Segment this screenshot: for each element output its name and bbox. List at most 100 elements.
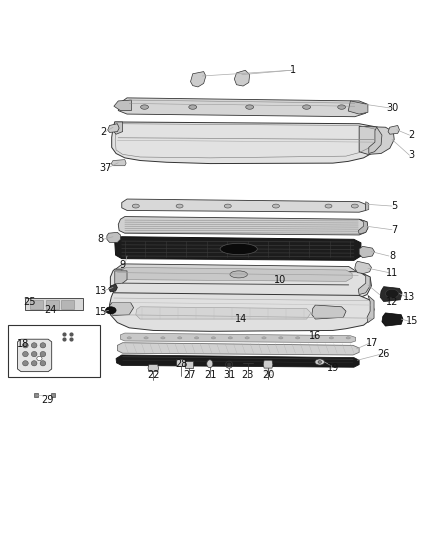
Text: 28: 28: [176, 359, 188, 369]
Text: 2: 2: [100, 127, 106, 137]
Text: 15: 15: [95, 307, 107, 317]
Ellipse shape: [338, 105, 346, 109]
Polygon shape: [25, 298, 83, 310]
Ellipse shape: [40, 343, 46, 348]
Ellipse shape: [189, 105, 197, 109]
Polygon shape: [18, 339, 52, 372]
Polygon shape: [116, 264, 356, 286]
Ellipse shape: [315, 359, 325, 365]
Text: 16: 16: [309, 330, 321, 341]
Polygon shape: [113, 122, 123, 134]
Ellipse shape: [346, 337, 350, 339]
Polygon shape: [359, 246, 374, 258]
Ellipse shape: [325, 204, 332, 208]
Polygon shape: [115, 237, 361, 260]
Polygon shape: [312, 305, 346, 319]
Polygon shape: [110, 293, 374, 332]
Text: 10: 10: [274, 274, 286, 285]
Ellipse shape: [194, 337, 199, 339]
Ellipse shape: [246, 105, 254, 109]
Text: 7: 7: [391, 225, 397, 235]
Text: 14: 14: [235, 314, 247, 324]
Ellipse shape: [161, 337, 165, 339]
Ellipse shape: [303, 105, 311, 109]
Ellipse shape: [329, 337, 334, 339]
Polygon shape: [177, 359, 185, 366]
Polygon shape: [191, 71, 206, 87]
Ellipse shape: [279, 337, 283, 339]
Polygon shape: [121, 268, 352, 281]
Ellipse shape: [176, 204, 183, 208]
Text: 23: 23: [242, 370, 254, 380]
Ellipse shape: [37, 356, 42, 361]
Polygon shape: [136, 307, 311, 319]
Ellipse shape: [351, 204, 358, 208]
Ellipse shape: [220, 243, 257, 255]
Text: 24: 24: [44, 305, 57, 316]
Polygon shape: [117, 343, 359, 355]
Text: 31: 31: [223, 370, 236, 380]
Ellipse shape: [245, 337, 249, 339]
Polygon shape: [114, 100, 131, 110]
Ellipse shape: [106, 307, 116, 314]
Polygon shape: [234, 70, 250, 86]
Polygon shape: [148, 365, 159, 372]
Text: 27: 27: [183, 370, 195, 380]
Ellipse shape: [23, 361, 28, 366]
Polygon shape: [110, 269, 371, 303]
Polygon shape: [118, 98, 368, 117]
Polygon shape: [367, 295, 374, 322]
Polygon shape: [358, 219, 368, 234]
Ellipse shape: [40, 361, 46, 366]
Polygon shape: [109, 284, 117, 292]
Text: 2: 2: [409, 130, 415, 140]
Polygon shape: [122, 199, 366, 212]
Polygon shape: [118, 216, 368, 235]
Polygon shape: [116, 355, 359, 367]
Text: 26: 26: [377, 349, 389, 359]
Text: 30: 30: [386, 103, 398, 113]
Polygon shape: [107, 232, 120, 243]
Polygon shape: [108, 124, 119, 133]
Text: 29: 29: [41, 394, 53, 405]
Ellipse shape: [141, 105, 148, 109]
Ellipse shape: [211, 337, 215, 339]
Polygon shape: [380, 287, 402, 302]
Polygon shape: [366, 201, 369, 211]
Polygon shape: [61, 300, 74, 309]
Ellipse shape: [262, 337, 266, 339]
FancyBboxPatch shape: [185, 361, 193, 368]
Polygon shape: [46, 300, 59, 309]
Text: 3: 3: [409, 150, 415, 160]
Ellipse shape: [32, 343, 37, 348]
Text: 8: 8: [98, 235, 104, 244]
Text: 20: 20: [262, 370, 274, 380]
Polygon shape: [355, 261, 371, 273]
Text: 8: 8: [389, 251, 395, 261]
Ellipse shape: [40, 351, 46, 357]
Ellipse shape: [227, 363, 231, 366]
Ellipse shape: [23, 343, 28, 348]
Polygon shape: [369, 127, 382, 154]
Ellipse shape: [318, 361, 321, 364]
Polygon shape: [358, 272, 370, 295]
Polygon shape: [110, 302, 134, 316]
Text: 37: 37: [100, 163, 112, 173]
Text: 5: 5: [391, 201, 397, 211]
Polygon shape: [112, 122, 382, 164]
Polygon shape: [111, 159, 126, 166]
Polygon shape: [115, 271, 127, 284]
Polygon shape: [359, 126, 394, 155]
Polygon shape: [30, 300, 43, 309]
Polygon shape: [382, 313, 403, 326]
Text: 13: 13: [95, 286, 107, 296]
Ellipse shape: [127, 337, 131, 339]
Polygon shape: [120, 333, 356, 343]
Ellipse shape: [224, 204, 231, 208]
Ellipse shape: [32, 351, 37, 357]
Ellipse shape: [32, 361, 37, 366]
Text: 15: 15: [406, 316, 418, 326]
Text: 17: 17: [366, 338, 378, 348]
Ellipse shape: [228, 337, 233, 339]
Ellipse shape: [177, 337, 182, 339]
